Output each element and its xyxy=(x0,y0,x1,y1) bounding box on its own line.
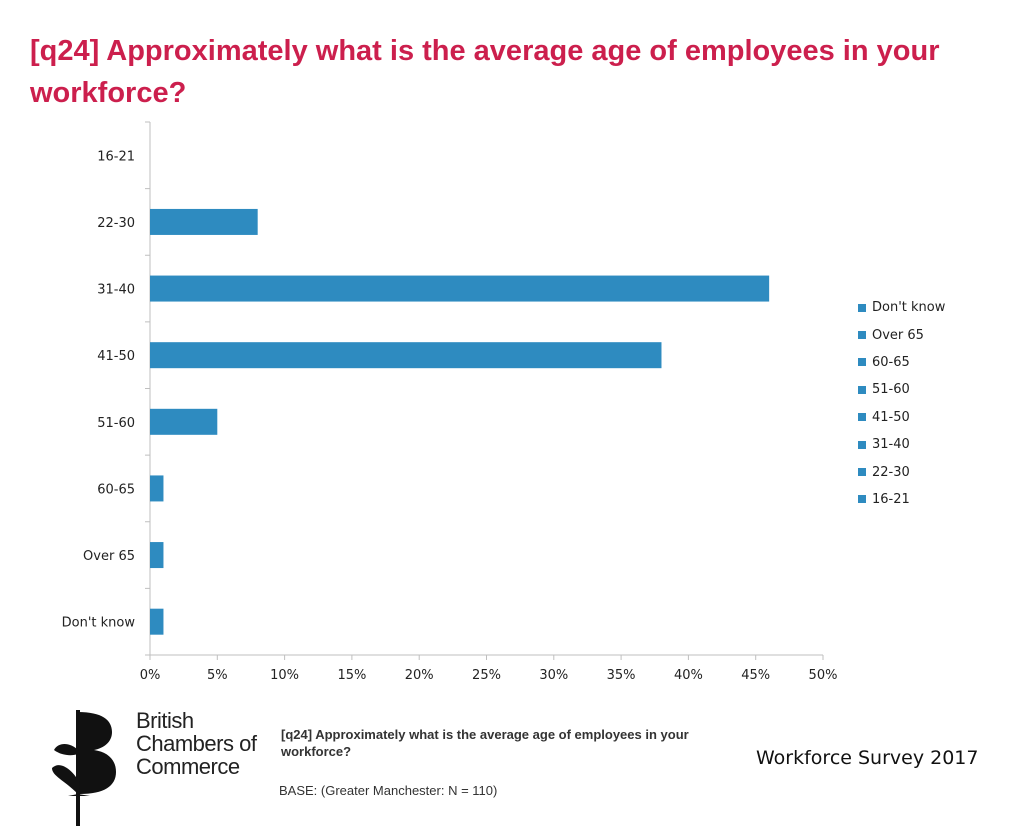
y-category-label: 60-65 xyxy=(97,482,135,497)
footer-question: [q24] Approximately what is the average … xyxy=(281,727,689,759)
bar xyxy=(150,475,164,502)
bar xyxy=(150,275,770,302)
survey-name: Workforce Survey 2017 xyxy=(756,747,979,769)
chart-legend: Don't know Over 65 60-65 51-60 41-50 31-40 22-… xyxy=(858,294,945,513)
y-category-label: 41-50 xyxy=(97,349,135,364)
x-tick-label: 35% xyxy=(607,668,636,683)
legend-swatch xyxy=(858,413,866,422)
y-category-label: Over 65 xyxy=(83,549,135,564)
bcc-logo-icon xyxy=(52,710,116,826)
bcc-logo-text: British Chambers of Commerce xyxy=(136,708,257,779)
y-category-label: 31-40 xyxy=(97,283,135,298)
logo-line-2: Chambers of xyxy=(136,731,257,756)
legend-swatch xyxy=(858,331,866,340)
legend-label: 31-40 xyxy=(872,437,910,453)
logo-line-1: British xyxy=(136,708,194,733)
x-tick-label: 40% xyxy=(674,668,703,683)
y-category-label: Don't know xyxy=(62,616,136,631)
bcc-logo xyxy=(50,710,130,831)
legend-item: Don't know xyxy=(858,294,945,321)
bar xyxy=(150,608,164,635)
y-category-label: 16-21 xyxy=(97,149,135,164)
y-category-label: 51-60 xyxy=(97,416,135,431)
legend-label: Over 65 xyxy=(872,327,924,343)
x-tick-label: 30% xyxy=(539,668,568,683)
x-tick-label: 25% xyxy=(472,668,501,683)
legend-swatch xyxy=(858,358,866,367)
legend-label: Don't know xyxy=(872,300,946,316)
legend-swatch xyxy=(858,303,866,312)
legend-label: 16-21 xyxy=(872,491,910,507)
bar xyxy=(150,208,258,235)
legend-label: 51-60 xyxy=(872,382,910,398)
legend-label: 22-30 xyxy=(872,464,910,480)
x-tick-label: 15% xyxy=(337,668,366,683)
bar xyxy=(150,408,218,435)
legend-item: 16-21 xyxy=(858,486,945,513)
legend-item: 60-65 xyxy=(858,349,945,376)
x-tick-label: 50% xyxy=(809,668,838,683)
legend-item: 41-50 xyxy=(858,404,945,431)
legend-item: 31-40 xyxy=(858,431,945,458)
legend-item: Over 65 xyxy=(858,321,945,348)
footer-base: BASE: (Greater Manchester: N = 110) xyxy=(279,783,498,798)
logo-line-3: Commerce xyxy=(136,754,240,779)
x-tick-label: 5% xyxy=(207,668,228,683)
y-category-label: 22-30 xyxy=(97,216,135,231)
page-title: [q24] Approximately what is the average … xyxy=(30,35,940,109)
x-tick-label: 10% xyxy=(270,668,299,683)
legend-swatch xyxy=(858,440,866,449)
legend-swatch xyxy=(858,495,866,504)
legend-item: 22-30 xyxy=(858,458,945,485)
legend-label: 60-65 xyxy=(872,354,910,370)
bar xyxy=(150,342,662,369)
legend-item: 51-60 xyxy=(858,376,945,403)
legend-swatch xyxy=(858,385,866,394)
x-tick-label: 20% xyxy=(405,668,434,683)
legend-label: 41-50 xyxy=(872,409,910,425)
legend-swatch xyxy=(858,468,866,477)
x-tick-label: 0% xyxy=(140,668,161,683)
bar xyxy=(150,542,164,569)
x-tick-label: 45% xyxy=(741,668,770,683)
